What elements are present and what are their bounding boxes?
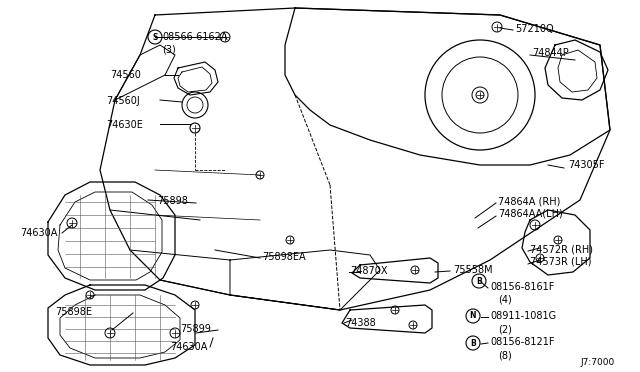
Text: 74573R (LH): 74573R (LH) <box>530 257 591 267</box>
Text: S: S <box>152 32 157 42</box>
Text: 57210Q: 57210Q <box>515 24 554 34</box>
Text: 74630A: 74630A <box>20 228 58 238</box>
Text: 75898: 75898 <box>157 196 188 206</box>
Text: 74864A (RH): 74864A (RH) <box>498 196 561 206</box>
Text: B: B <box>476 276 482 285</box>
Text: 74630E: 74630E <box>106 120 143 130</box>
Text: 75898EA: 75898EA <box>262 252 306 262</box>
Text: 74305F: 74305F <box>568 160 605 170</box>
Text: 74560J: 74560J <box>106 96 140 106</box>
Text: 75898E: 75898E <box>55 307 92 317</box>
Text: 08911-1081G: 08911-1081G <box>490 311 556 321</box>
Text: 74844P: 74844P <box>532 48 569 58</box>
Text: 74864AA(LH): 74864AA(LH) <box>498 209 563 219</box>
Text: 75899: 75899 <box>180 324 211 334</box>
Text: B: B <box>470 339 476 347</box>
Text: 08156-8121F: 08156-8121F <box>490 337 554 347</box>
Text: N: N <box>470 311 476 321</box>
Text: (2): (2) <box>498 324 512 334</box>
Text: J7:7000: J7:7000 <box>580 358 614 367</box>
Text: (8): (8) <box>498 350 512 360</box>
Text: 74560: 74560 <box>110 70 141 80</box>
Text: 75558M: 75558M <box>453 265 493 275</box>
Text: 74630A: 74630A <box>170 342 207 352</box>
Text: (3): (3) <box>162 45 176 55</box>
Text: 74870X: 74870X <box>350 266 387 276</box>
Text: 08566-6162A: 08566-6162A <box>162 32 227 42</box>
Text: (4): (4) <box>498 295 512 305</box>
Text: 74388: 74388 <box>345 318 376 328</box>
Text: 08156-8161F: 08156-8161F <box>490 282 554 292</box>
Text: 74572R (RH): 74572R (RH) <box>530 244 593 254</box>
